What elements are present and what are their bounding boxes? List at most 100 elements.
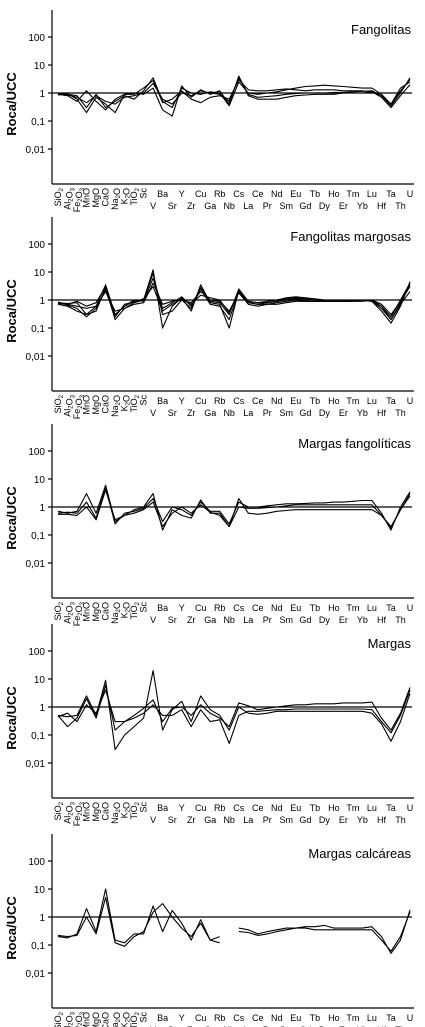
y-tick-label: 0,1 [31, 531, 45, 542]
x-tick-label: Pr [263, 408, 272, 418]
x-tick-label: U [407, 1013, 414, 1023]
x-tick-label: Lu [367, 603, 377, 613]
x-tick-label: Nd [271, 1013, 283, 1023]
x-tick-label: Tb [310, 803, 321, 813]
x-tick-label: MgO [91, 188, 101, 208]
x-tick-label: Yb [357, 1025, 368, 1027]
x-tick-label: CaO [101, 602, 111, 621]
x-tick-label: Cs [233, 603, 244, 613]
x-tick-label: Eu [290, 603, 301, 613]
x-tick-label: Ga [204, 615, 216, 625]
x-tick-label: K2O [120, 188, 132, 204]
x-tick-label: MnO [82, 395, 92, 415]
x-tick-label: Cs [233, 803, 244, 813]
series-line-1 [57, 77, 411, 107]
x-tick-label: Ga [204, 815, 216, 825]
x-tick-label: Na2O [110, 1012, 122, 1027]
x-tick-label: K2O [120, 602, 132, 618]
y-axis-label: Roca/UCC [4, 279, 19, 343]
x-tick-label: Sm [280, 1025, 294, 1027]
x-tick-label: CaO [101, 188, 111, 207]
x-tick-label: Na2O [110, 395, 122, 417]
x-tick-label: Lu [367, 189, 377, 199]
x-tick-label: Ga [204, 1025, 216, 1027]
x-tick-label: U [407, 189, 414, 199]
x-tick-label: MgO [91, 802, 101, 822]
y-tick-label: 100 [28, 33, 45, 44]
x-tick-label: Ta [386, 396, 396, 406]
x-tick-label: Dy [319, 201, 330, 211]
x-tick-label: Cu [195, 803, 207, 813]
x-tick-label: Y [179, 603, 185, 613]
x-tick-label: Rb [214, 603, 226, 613]
x-tick-label: Tm [346, 189, 359, 199]
x-tick-label: La [243, 815, 253, 825]
y-tick-label: 100 [28, 240, 45, 251]
x-tick-label: Hf [377, 815, 386, 825]
x-tick-label: MnO [82, 802, 92, 822]
x-tick-label: Ta [386, 803, 396, 813]
panel-4: 100 10 1 0,1 0,01 Roca/UCC Margas SiO2Al2O3Fe2O… [4, 624, 414, 826]
x-tick-label: Gd [299, 1025, 311, 1027]
y-tick-label: 0,01 [26, 759, 46, 770]
x-tick-label: K2O [120, 802, 132, 818]
x-tick-label: Ho [328, 1013, 340, 1023]
x-tick-label: Er [339, 408, 348, 418]
x-tick-label: U [407, 396, 414, 406]
x-tick-label: Ce [252, 603, 264, 613]
x-tick-label: Al2O3 [63, 394, 77, 416]
x-tick-label: Ta [386, 1013, 396, 1023]
y-tick-label: 0,1 [31, 117, 45, 128]
x-tick-label: La [243, 615, 253, 625]
x-tick-label: V [150, 1025, 156, 1027]
x-tick-label: Cs [233, 189, 244, 199]
x-tick-label: Nd [271, 603, 283, 613]
x-tick-label: Ta [386, 189, 396, 199]
y-tick-label: 0,1 [31, 324, 45, 335]
x-tick-label: Lu [367, 803, 377, 813]
y-axis-label: Roca/UCC [4, 896, 19, 960]
x-tick-label: Er [339, 615, 348, 625]
x-tick-label: Tm [346, 1013, 359, 1023]
y-tick-label: 100 [28, 447, 45, 458]
x-tick-label: SiO2 [53, 601, 65, 620]
x-tick-label: Ba [157, 803, 168, 813]
x-tick-label: Th [395, 408, 406, 418]
y-tick-label: 0,01 [26, 969, 46, 980]
x-tick-label: Yb [357, 408, 368, 418]
x-tick-label: Na2O [110, 188, 122, 210]
x-tick-label: U [407, 603, 414, 613]
y-tick-label: 1 [39, 913, 45, 924]
x-tick-label: Dy [319, 1025, 330, 1027]
x-tick-label: V [150, 815, 156, 825]
x-tick-label: Ho [328, 396, 340, 406]
x-tick-label: Lu [367, 396, 377, 406]
x-tick-label: Sr [168, 615, 177, 625]
series-line-1 [57, 269, 411, 329]
x-tick-label: Rb [214, 189, 226, 199]
x-tick-label: Gd [299, 201, 311, 211]
x-tick-label: TiO2 [129, 187, 141, 205]
x-tick-label: Er [339, 815, 348, 825]
x-tick-label: Ce [252, 1013, 264, 1023]
x-tick-label: MnO [82, 1012, 92, 1027]
x-tick-label: Fe2O3 [72, 1011, 86, 1027]
x-tick-label: Y [179, 1013, 185, 1023]
x-tick-label: MgO [91, 602, 101, 622]
x-tick-label: MgO [91, 395, 101, 415]
x-tick-label: Ho [328, 189, 340, 199]
x-tick-label: Na2O [110, 602, 122, 624]
chart-title: Margas fangolíticas [298, 436, 411, 451]
x-tick-label: MnO [82, 602, 92, 622]
x-tick-label: Cs [233, 1013, 244, 1023]
y-tick-label: 0,01 [26, 352, 46, 363]
series-line-2 [57, 486, 411, 531]
y-axis-label: Roca/UCC [4, 686, 19, 750]
x-tick-label: Hf [377, 408, 386, 418]
y-tick-label: 0,01 [26, 145, 46, 156]
x-tick-label: Sr [168, 815, 177, 825]
x-tick-label: SiO2 [53, 1011, 65, 1027]
x-tick-label: TiO2 [129, 1011, 141, 1027]
x-tick-label: Ho [328, 803, 340, 813]
